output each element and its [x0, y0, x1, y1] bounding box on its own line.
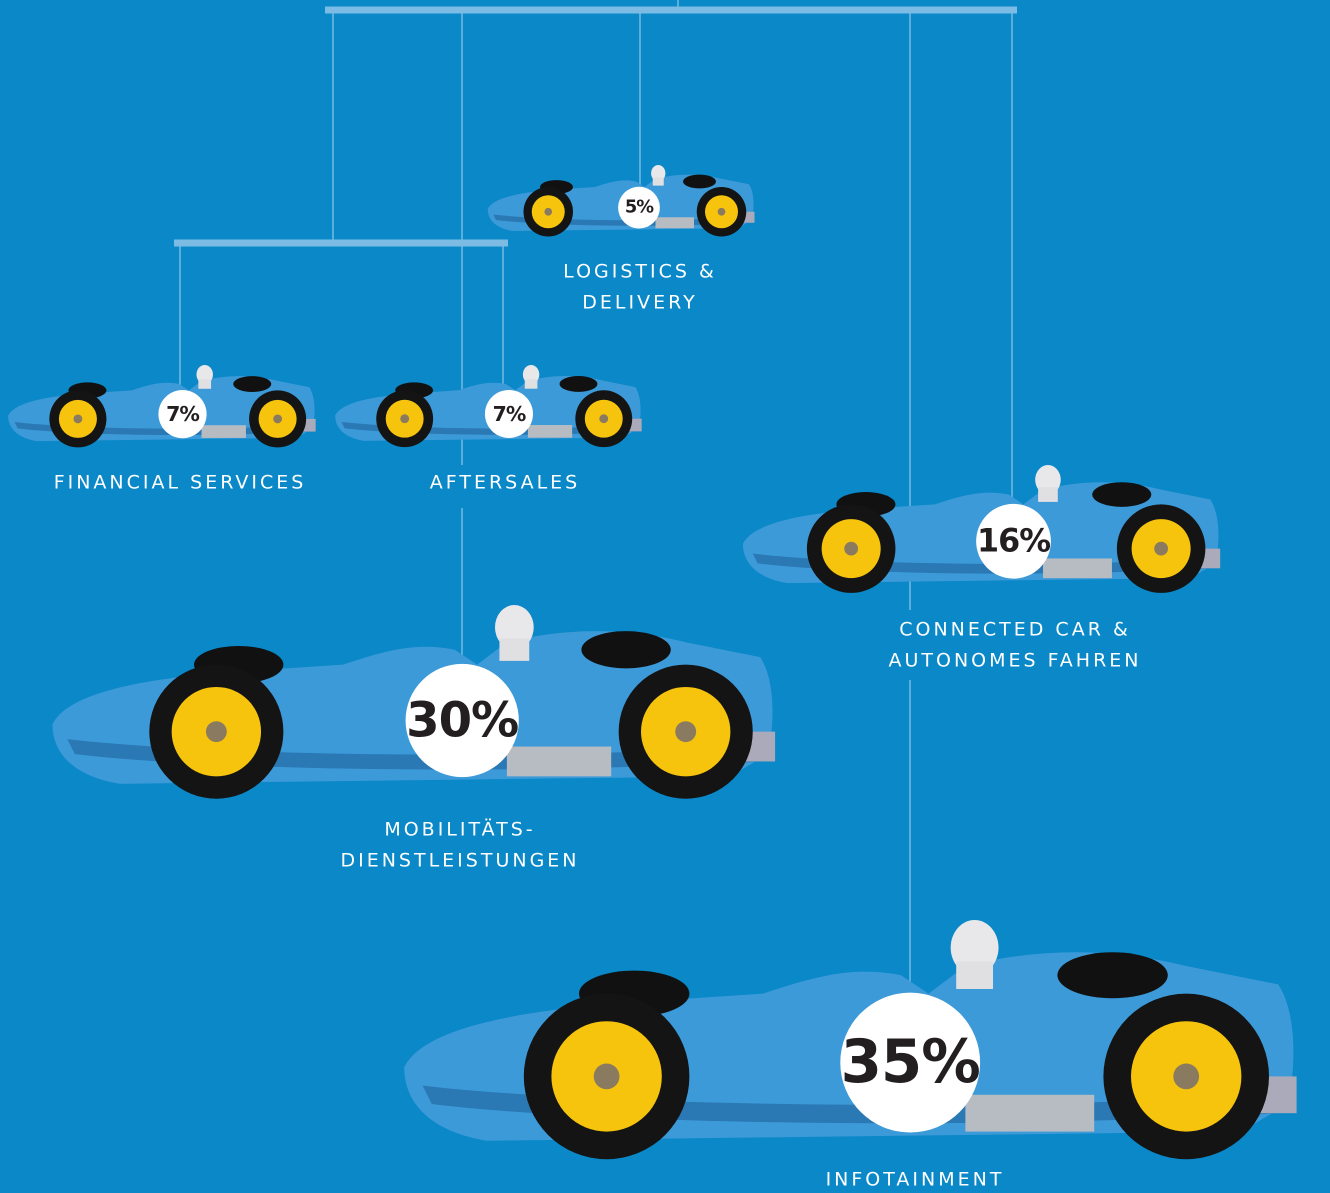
- item-label: AFTERSALES: [430, 472, 580, 494]
- item-label: CONNECTED CAR &: [899, 619, 1131, 641]
- item-label: DELIVERY: [582, 292, 697, 314]
- item-label: INFOTAINMENT: [826, 1169, 1005, 1191]
- item-label: AUTONOMES FAHREN: [888, 650, 1141, 672]
- car-item: 7% FINANCIAL SERVICES: [8, 365, 315, 494]
- share-value: 35%: [841, 1028, 980, 1097]
- item-label: FINANCIAL SERVICES: [54, 472, 307, 494]
- share-value: 30%: [406, 692, 518, 748]
- share-value: 16%: [977, 523, 1050, 559]
- item-label: DIENSTLEISTUNGEN: [340, 850, 579, 872]
- car-item: 35% INFOTAINMENT: [404, 920, 1296, 1191]
- car-item: 7% AFTERSALES: [335, 365, 642, 494]
- infographic: 5% LOGISTICS & DELIVERY 7% FINANCIAL SERVICE…: [0, 0, 1330, 1193]
- share-value: 7%: [493, 402, 526, 426]
- car-item: 30% MOBILITÄTS- DIENSTLEISTUNGEN: [52, 605, 775, 872]
- cars: 5% LOGISTICS & DELIVERY 7% FINANCIAL SERVICE…: [8, 165, 1296, 1191]
- share-value: 5%: [625, 198, 654, 218]
- car-item: 5% LOGISTICS & DELIVERY: [488, 165, 755, 314]
- car-item: 16% CONNECTED CAR & AUTONOMES FAHREN: [743, 465, 1220, 672]
- share-value: 7%: [166, 402, 199, 426]
- item-label: LOGISTICS &: [563, 261, 717, 283]
- item-label: MOBILITÄTS-: [384, 818, 535, 841]
